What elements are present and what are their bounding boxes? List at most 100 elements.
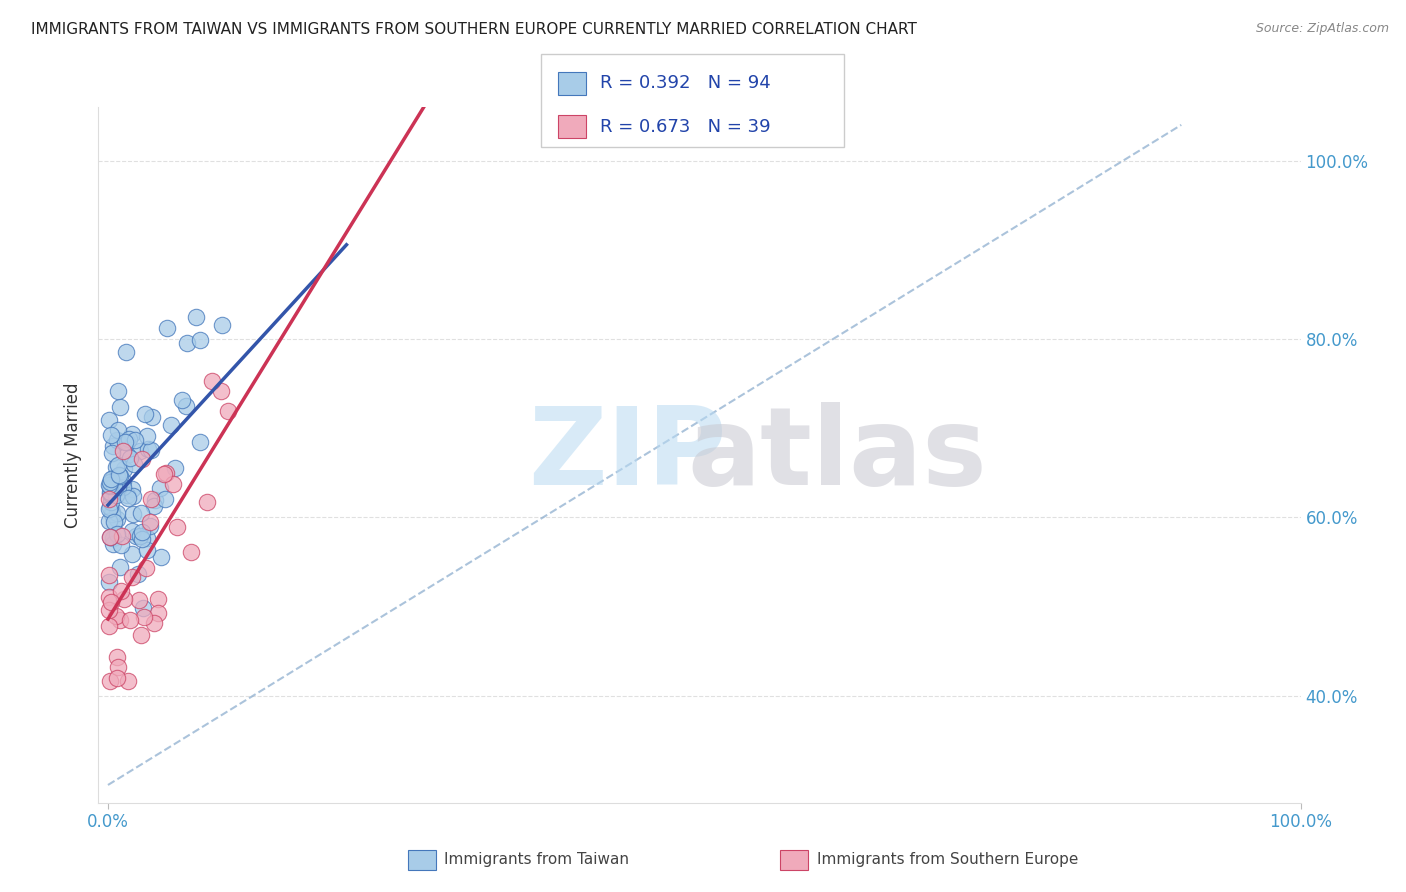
Point bbox=[186, 310, 208, 325]
Point bbox=[143, 492, 166, 507]
Point bbox=[103, 514, 125, 528]
Point bbox=[170, 393, 193, 408]
Point bbox=[139, 519, 162, 533]
Point bbox=[121, 483, 143, 497]
Point bbox=[118, 432, 141, 446]
Point bbox=[138, 515, 160, 529]
Point bbox=[101, 507, 124, 521]
Point bbox=[129, 507, 152, 521]
Point bbox=[98, 618, 121, 632]
Point bbox=[197, 495, 219, 509]
Point bbox=[98, 530, 121, 544]
Point bbox=[124, 434, 146, 448]
Point bbox=[146, 606, 169, 620]
Point bbox=[108, 613, 131, 627]
Point bbox=[129, 444, 152, 458]
Text: IMMIGRANTS FROM TAIWAN VS IMMIGRANTS FROM SOUTHERN EUROPE CURRENTLY MARRIED CORR: IMMIGRANTS FROM TAIWAN VS IMMIGRANTS FRO… bbox=[31, 22, 917, 37]
Point bbox=[174, 399, 197, 413]
Point bbox=[128, 592, 150, 607]
Point bbox=[98, 479, 121, 493]
Point bbox=[107, 423, 129, 437]
Point bbox=[105, 526, 128, 541]
Point bbox=[209, 384, 232, 399]
Point bbox=[131, 524, 153, 539]
Point bbox=[121, 426, 143, 441]
Point bbox=[103, 487, 125, 501]
Point bbox=[129, 529, 152, 543]
Point bbox=[98, 413, 121, 427]
Point bbox=[131, 600, 153, 615]
Point bbox=[135, 429, 157, 443]
Point bbox=[149, 549, 172, 564]
Point bbox=[141, 410, 163, 425]
Point bbox=[98, 514, 121, 528]
Point bbox=[108, 400, 131, 414]
Point bbox=[108, 468, 131, 483]
Point bbox=[115, 435, 138, 450]
Point bbox=[101, 505, 124, 519]
Point bbox=[129, 627, 152, 641]
Text: R = 0.673   N = 39: R = 0.673 N = 39 bbox=[600, 118, 770, 136]
Point bbox=[122, 457, 145, 471]
Point bbox=[135, 542, 157, 557]
Point bbox=[100, 472, 122, 486]
Point bbox=[100, 494, 122, 508]
Point bbox=[98, 530, 121, 544]
Point bbox=[118, 450, 141, 465]
Point bbox=[100, 485, 122, 500]
Text: Source: ZipAtlas.com: Source: ZipAtlas.com bbox=[1256, 22, 1389, 36]
Point bbox=[107, 458, 129, 472]
Y-axis label: Currently Married: Currently Married bbox=[63, 382, 82, 528]
Point bbox=[107, 480, 129, 494]
Point bbox=[98, 486, 121, 500]
Point bbox=[98, 478, 121, 492]
Point bbox=[98, 502, 121, 516]
Point bbox=[100, 428, 122, 442]
Point bbox=[105, 460, 128, 475]
Point bbox=[103, 439, 125, 453]
Point bbox=[98, 674, 121, 689]
Text: Immigrants from Taiwan: Immigrants from Taiwan bbox=[444, 853, 630, 867]
Point bbox=[180, 544, 202, 558]
Point bbox=[107, 671, 129, 685]
Point bbox=[121, 489, 143, 503]
Point bbox=[121, 570, 143, 584]
Point bbox=[98, 475, 121, 490]
Point bbox=[131, 532, 153, 546]
Point bbox=[156, 321, 179, 335]
Point bbox=[101, 446, 124, 460]
Point bbox=[153, 467, 176, 481]
Point bbox=[101, 484, 124, 499]
Point bbox=[121, 524, 143, 538]
Text: ZIP: ZIP bbox=[529, 402, 727, 508]
Point bbox=[146, 591, 169, 606]
Point bbox=[98, 603, 121, 617]
Point bbox=[112, 480, 135, 494]
Point bbox=[141, 443, 163, 458]
Point bbox=[188, 333, 211, 347]
Point bbox=[149, 481, 172, 495]
Point bbox=[105, 608, 128, 623]
Point bbox=[105, 433, 128, 447]
Point bbox=[162, 477, 184, 491]
Point bbox=[110, 483, 132, 498]
Point bbox=[217, 404, 239, 418]
Text: Immigrants from Southern Europe: Immigrants from Southern Europe bbox=[817, 853, 1078, 867]
Point bbox=[98, 574, 121, 589]
Point bbox=[121, 508, 143, 522]
Point bbox=[111, 474, 134, 488]
Point bbox=[104, 487, 127, 501]
Point bbox=[98, 568, 121, 582]
Point bbox=[100, 486, 122, 500]
Point bbox=[132, 610, 155, 624]
Point bbox=[127, 567, 149, 582]
Point bbox=[108, 560, 131, 574]
Point bbox=[112, 592, 135, 607]
Point bbox=[103, 477, 125, 491]
Point bbox=[163, 461, 186, 475]
Point bbox=[110, 538, 132, 552]
Point bbox=[115, 488, 138, 502]
Point bbox=[139, 492, 162, 507]
Point bbox=[103, 536, 125, 550]
Point bbox=[134, 407, 156, 421]
